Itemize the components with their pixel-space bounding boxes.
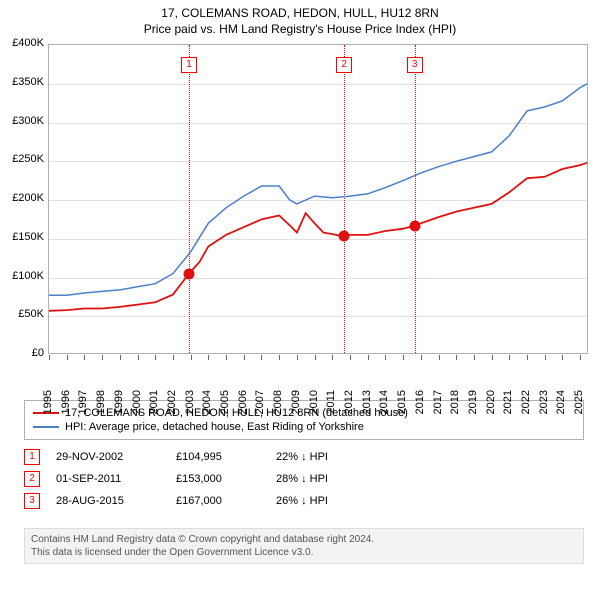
- x-axis-tick: 1995: [42, 390, 54, 440]
- x-axis-tick: 2022: [520, 390, 532, 440]
- event-table-row: 2 01-SEP-2011£153,00028% ↓ HPI: [24, 468, 376, 490]
- event-table-diff: 26% ↓ HPI: [276, 495, 376, 507]
- y-axis-tick: £400K: [0, 37, 44, 49]
- y-axis-tick: £350K: [0, 76, 44, 88]
- x-axis-tick: 2006: [237, 390, 249, 440]
- series-hpi: [49, 84, 587, 295]
- x-axis-tick: 2007: [254, 390, 266, 440]
- x-axis-tick: 2011: [325, 390, 337, 440]
- event-table-num: 2: [24, 471, 40, 487]
- event-table-row: 3 28-AUG-2015£167,00026% ↓ HPI: [24, 490, 376, 512]
- y-axis-tick: £250K: [0, 153, 44, 165]
- x-axis-tickmark: [421, 355, 422, 360]
- x-axis-tickmark: [509, 355, 510, 360]
- event-table-price: £104,995: [176, 451, 276, 463]
- event-table-date: 01-SEP-2011: [56, 473, 176, 485]
- x-axis-tick: 2021: [502, 390, 514, 440]
- x-axis-tickmark: [492, 355, 493, 360]
- y-axis-tick: £50K: [0, 308, 44, 320]
- chart-svg: [49, 45, 589, 355]
- x-axis-tickmark: [527, 355, 528, 360]
- x-axis-tick: 1999: [113, 390, 125, 440]
- x-axis-tick: 2005: [219, 390, 231, 440]
- x-axis-tick: 2020: [485, 390, 497, 440]
- x-axis-tickmark: [191, 355, 192, 360]
- x-axis-tick: 2019: [467, 390, 479, 440]
- y-axis-tick: £300K: [0, 115, 44, 127]
- event-table: 1 29-NOV-2002£104,99522% ↓ HPI 2 01-SEP-201…: [24, 446, 376, 512]
- event-data-marker: [339, 231, 350, 242]
- x-axis-tickmark: [368, 355, 369, 360]
- x-axis-tick: 2002: [166, 390, 178, 440]
- x-axis-tickmark: [244, 355, 245, 360]
- x-axis-tickmark: [580, 355, 581, 360]
- x-axis-tickmark: [67, 355, 68, 360]
- x-axis-tickmark: [138, 355, 139, 360]
- x-axis-tickmark: [332, 355, 333, 360]
- event-table-diff: 22% ↓ HPI: [276, 451, 376, 463]
- x-axis-tick: 2014: [378, 390, 390, 440]
- event-table-date: 28-AUG-2015: [56, 495, 176, 507]
- x-axis-tickmark: [350, 355, 351, 360]
- x-axis-tick: 2017: [432, 390, 444, 440]
- x-axis-tickmark: [456, 355, 457, 360]
- x-axis-tick: 2012: [343, 390, 355, 440]
- legend: 17, COLEMANS ROAD, HEDON, HULL, HU12 8RN…: [24, 400, 584, 440]
- x-axis-tickmark: [315, 355, 316, 360]
- y-axis-tick: £200K: [0, 192, 44, 204]
- x-axis-tickmark: [49, 355, 50, 360]
- x-axis-tick: 2025: [573, 390, 585, 440]
- x-axis-tick: 2013: [361, 390, 373, 440]
- event-table-price: £153,000: [176, 473, 276, 485]
- x-axis-tickmark: [208, 355, 209, 360]
- x-axis-tick: 2004: [201, 390, 213, 440]
- x-axis-tickmark: [474, 355, 475, 360]
- x-axis-tick: 2015: [396, 390, 408, 440]
- title-line-1: 17, COLEMANS ROAD, HEDON, HULL, HU12 8RN: [0, 6, 600, 20]
- x-axis-tickmark: [562, 355, 563, 360]
- x-axis-tickmark: [120, 355, 121, 360]
- x-axis-tick: 2008: [272, 390, 284, 440]
- event-table-price: £167,000: [176, 495, 276, 507]
- x-axis-tick: 1997: [77, 390, 89, 440]
- x-axis-tick: 2001: [148, 390, 160, 440]
- x-axis-tick: 2016: [414, 390, 426, 440]
- x-axis-tickmark: [545, 355, 546, 360]
- x-axis-tick: 2009: [290, 390, 302, 440]
- x-axis-tick: 1996: [60, 390, 72, 440]
- chart-plot-area: 123: [48, 44, 588, 354]
- event-table-num: 1: [24, 449, 40, 465]
- event-data-marker: [184, 268, 195, 279]
- event-data-marker: [409, 220, 420, 231]
- y-axis-tick: £100K: [0, 270, 44, 282]
- event-table-diff: 28% ↓ HPI: [276, 473, 376, 485]
- x-axis-tick: 2010: [308, 390, 320, 440]
- x-axis-tickmark: [173, 355, 174, 360]
- x-axis-tickmark: [261, 355, 262, 360]
- title-line-2: Price paid vs. HM Land Registry's House …: [0, 22, 600, 36]
- footer-line-2: This data is licensed under the Open Gov…: [31, 546, 577, 559]
- event-table-date: 29-NOV-2002: [56, 451, 176, 463]
- x-axis-tickmark: [102, 355, 103, 360]
- y-axis-tick: £150K: [0, 231, 44, 243]
- x-axis-tick: 2023: [538, 390, 550, 440]
- event-table-num: 3: [24, 493, 40, 509]
- y-axis-tick: £0: [0, 347, 44, 359]
- x-axis-tick: 2000: [131, 390, 143, 440]
- x-axis-tickmark: [385, 355, 386, 360]
- x-axis-tickmark: [439, 355, 440, 360]
- x-axis-tickmark: [84, 355, 85, 360]
- x-axis-tickmark: [297, 355, 298, 360]
- footer-line-1: Contains HM Land Registry data © Crown c…: [31, 533, 577, 546]
- x-axis-tickmark: [155, 355, 156, 360]
- x-axis-tickmark: [226, 355, 227, 360]
- x-axis-tick: 2018: [449, 390, 461, 440]
- x-axis-tickmark: [279, 355, 280, 360]
- footer-attribution: Contains HM Land Registry data © Crown c…: [24, 528, 584, 564]
- x-axis-tick: 2024: [555, 390, 567, 440]
- x-axis-tick: 2003: [184, 390, 196, 440]
- x-axis-tick: 1998: [95, 390, 107, 440]
- event-table-row: 1 29-NOV-2002£104,99522% ↓ HPI: [24, 446, 376, 468]
- x-axis-tickmark: [403, 355, 404, 360]
